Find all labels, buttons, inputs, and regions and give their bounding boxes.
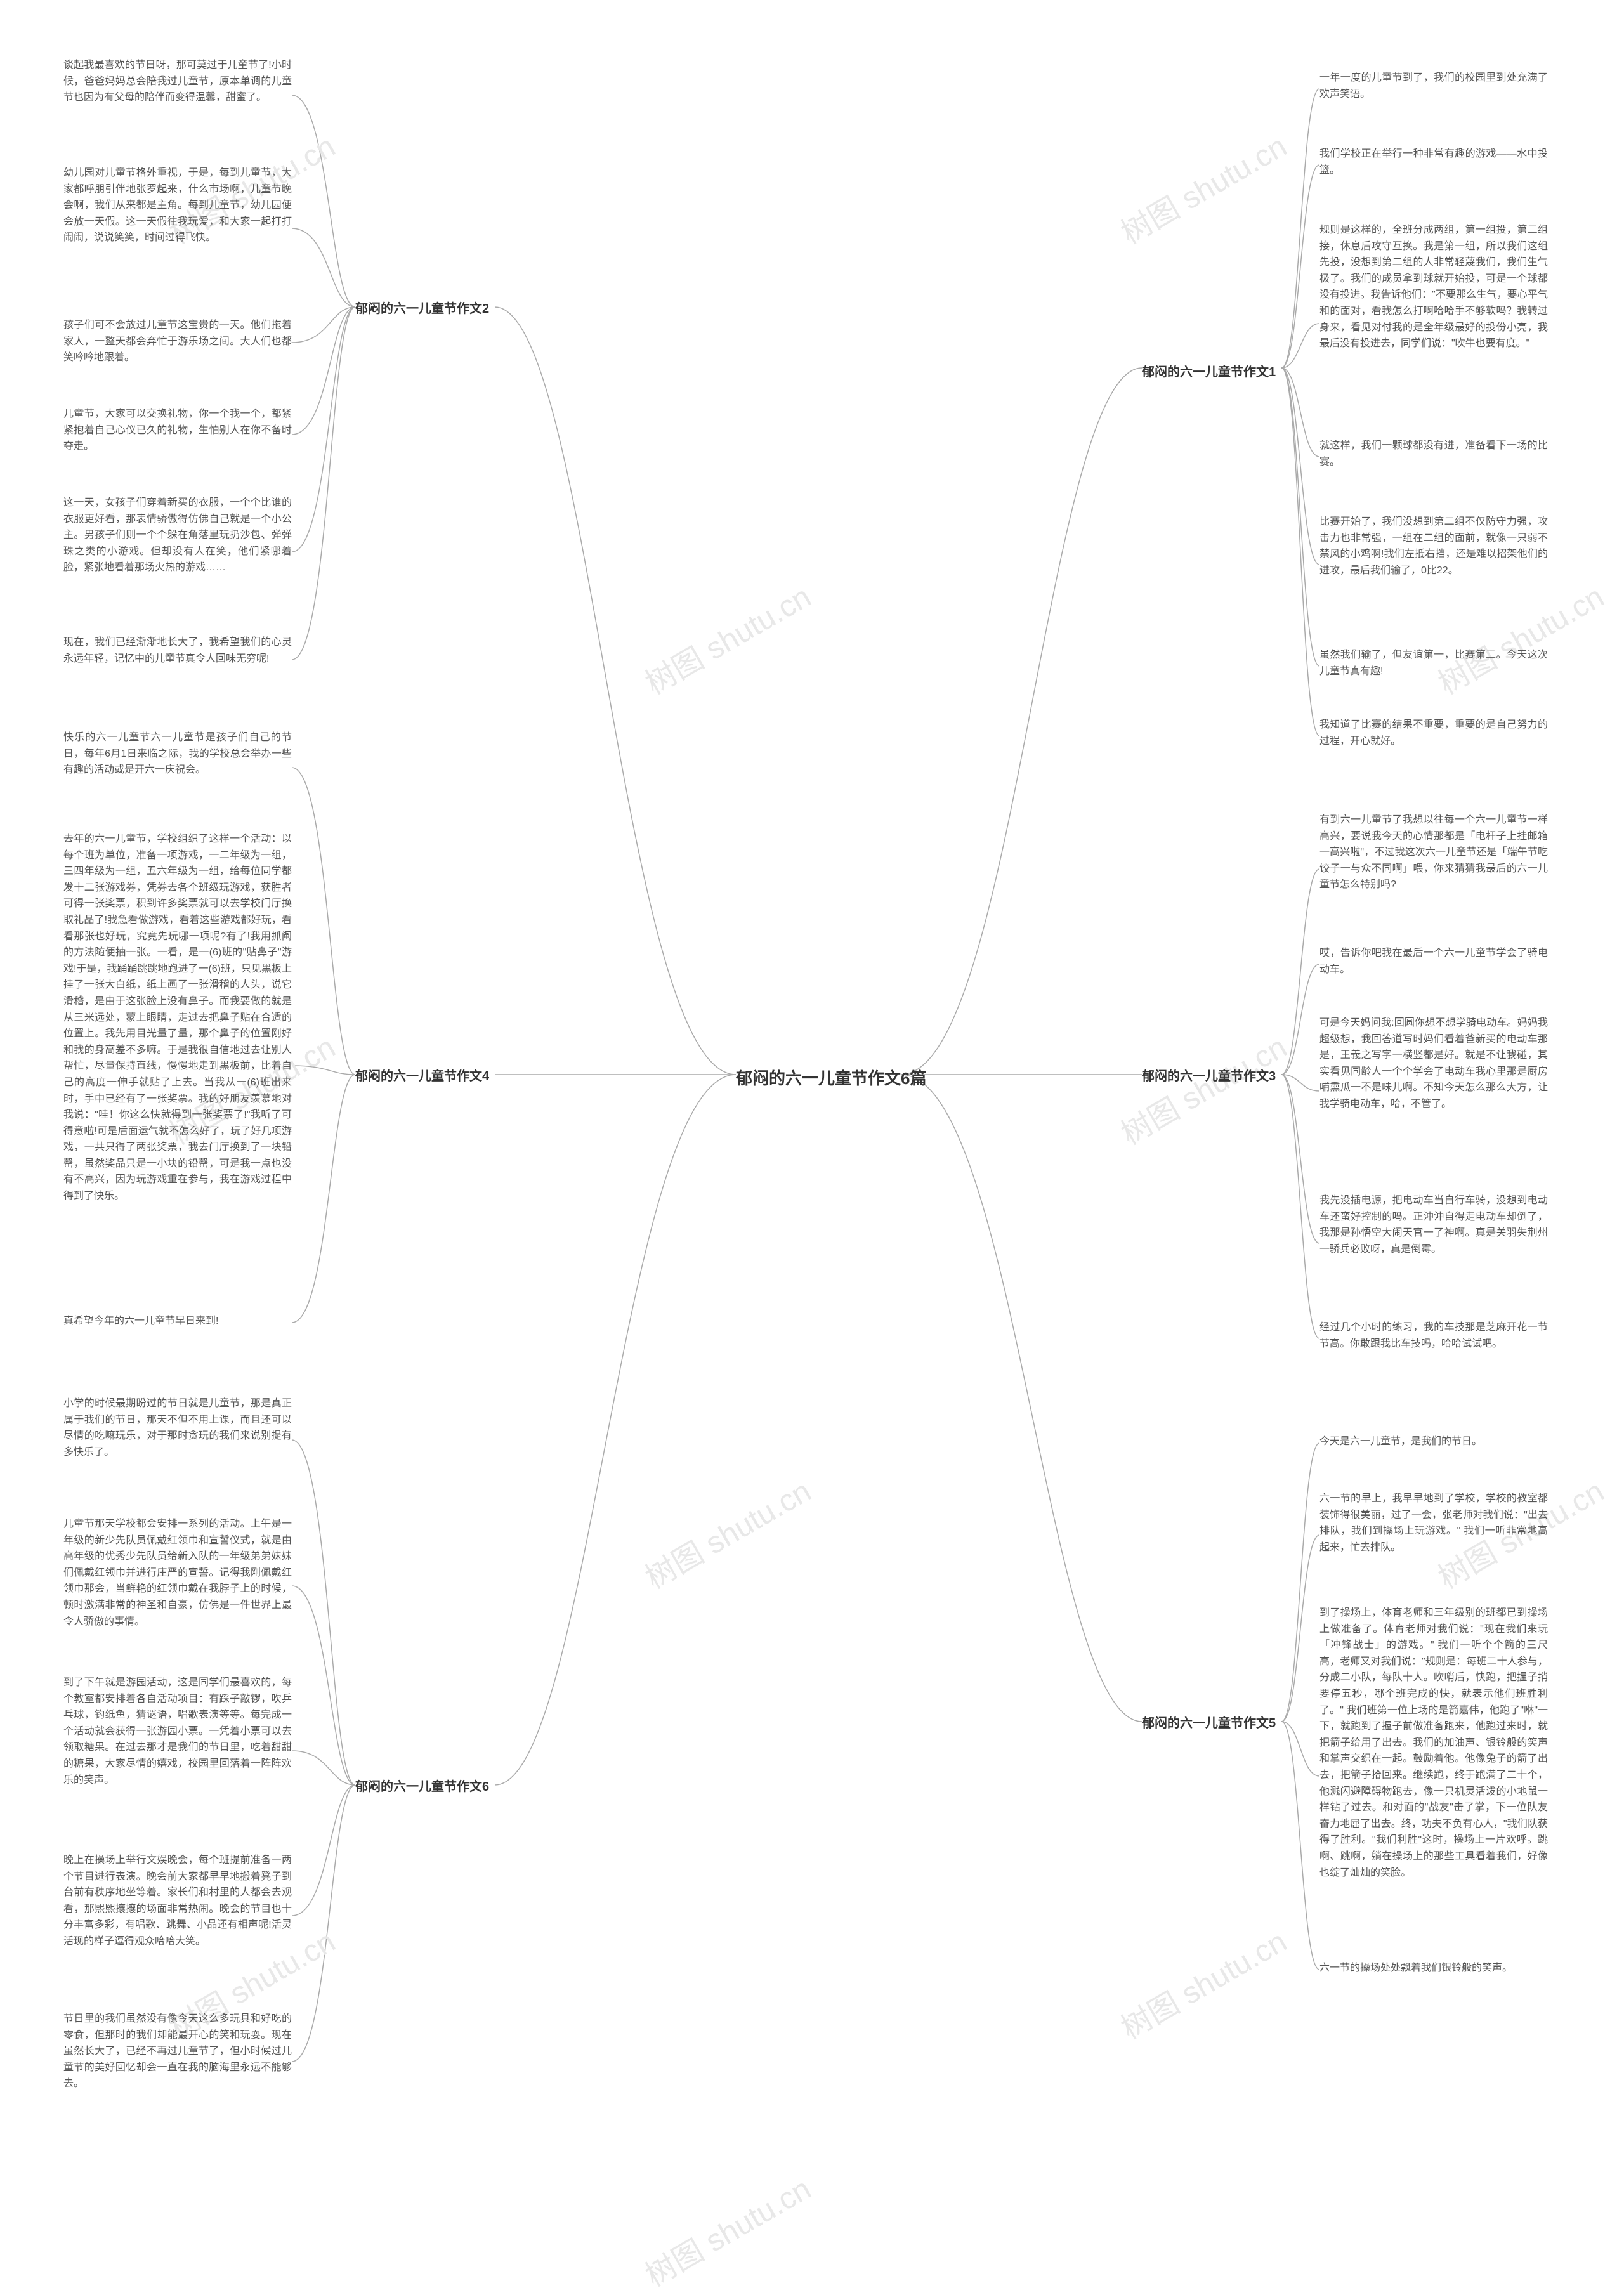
leaf-text: 六一节的操场处处飘着我们银铃般的笑声。 — [1320, 1960, 1548, 1977]
watermark: 树图 shutu.cn — [636, 2164, 818, 2295]
leaf-text: 儿童节那天学校都会安排一系列的活动。上午是一年级的新少先队员佩戴红领巾和宣誓仪式… — [63, 1516, 292, 1630]
leaf-text: 虽然我们输了，但友谊第一，比赛第二。今天这次儿童节真有趣! — [1320, 647, 1548, 679]
leaf-text: 到了下午就是游园活动，这是同学们最喜欢的，每个教室都安排着各自活动项目：有踩子敲… — [63, 1675, 292, 1788]
branch-label: 郁闷的六一儿童节作文3 — [1142, 1066, 1276, 1084]
leaf-text: 规则是这样的，全班分成两组，第一组投，第二组接，休息后攻守互换。我是第一组，所以… — [1320, 222, 1548, 352]
branch-label: 郁闷的六一儿童节作文5 — [1142, 1713, 1276, 1731]
leaf-text: 谈起我最喜欢的节日呀，那可莫过于儿童节了!小时候，爸爸妈妈总会陪我过儿童节，原本… — [63, 57, 292, 106]
leaf-text: 这一天，女孩子们穿着新买的衣服，一个个比谁的衣服更好看，那表情骄傲得仿佛自己就是… — [63, 495, 292, 576]
leaf-text: 六一节的早上，我早早地到了学校，学校的教室都装饰得很美丽，过了一会，张老师对我们… — [1320, 1491, 1548, 1555]
leaf-text: 晚上在操场上举行文娱晚会，每个班提前准备一两个节目进行表演。晚会前大家都早早地搬… — [63, 1852, 292, 1950]
branch-label: 郁闷的六一儿童节作文4 — [355, 1066, 489, 1084]
center-node: 郁闷的六一儿童节作文6篇 — [736, 1066, 926, 1089]
watermark: 树图 shutu.cn — [1111, 1917, 1293, 2048]
branch-label: 郁闷的六一儿童节作文6 — [355, 1776, 489, 1795]
leaf-text: 有到六一儿童节了我想以往每一个六一儿童节一样高兴，要说我今天的心情那都是「电杆子… — [1320, 812, 1548, 893]
leaf-text: 去年的六一儿童节，学校组织了这样一个活动：以每个班为单位，准备一项游戏，一二年级… — [63, 831, 292, 1205]
watermark: 树图 shutu.cn — [1429, 572, 1611, 703]
leaf-text: 我们学校正在举行一种非常有趣的游戏——水中投篮。 — [1320, 146, 1548, 178]
leaf-text: 我知道了比赛的结果不重要，重要的是自己努力的过程，开心就好。 — [1320, 717, 1548, 749]
leaf-text: 幼儿园对儿童节格外重视，于是，每到儿童节，大家都呼朋引伴地张罗起来，什么市场啊，… — [63, 165, 292, 246]
leaf-text: 儿童节，大家可以交换礼物，你一个我一个，都紧紧抱着自己心仪已久的礼物，生怕别人在… — [63, 406, 292, 455]
leaf-text: 经过几个小时的练习，我的车技那是芝麻开花一节节高。你敢跟我比车技吗，哈哈试试吧。 — [1320, 1319, 1548, 1352]
watermark: 树图 shutu.cn — [1111, 122, 1293, 252]
branch-label: 郁闷的六一儿童节作文2 — [355, 298, 489, 317]
watermark: 树图 shutu.cn — [1111, 1023, 1293, 1153]
leaf-text: 今天是六一儿童节，是我们的节日。 — [1320, 1434, 1548, 1450]
leaf-text: 我先没插电源，把电动车当自行车骑，没想到电动车还蛮好控制的吗。正沖沖自得走电动车… — [1320, 1193, 1548, 1257]
leaf-text: 哎，告诉你吧我在最后一个六一儿童节学会了骑电动车。 — [1320, 945, 1548, 978]
leaf-text: 真希望今年的六一儿童节早日来到! — [63, 1313, 292, 1330]
leaf-text: 现在，我们已经渐渐地长大了，我希望我们的心灵永远年轻，记忆中的儿童节真令人回味无… — [63, 634, 292, 667]
leaf-text: 快乐的六一儿童节六一儿童节是孩子们自己的节日，每年6月1日来临之际，我的学校总会… — [63, 729, 292, 778]
leaf-text: 可是今天妈问我:回圆你想不想学骑电动车。妈妈我超级想，我回答道写时妈们看着爸新买… — [1320, 1015, 1548, 1113]
leaf-text: 孩子们可不会放过儿童节这宝贵的一天。他们拖着家人，一整天都会弃忙于游乐场之间。大… — [63, 317, 292, 366]
leaf-text: 到了操场上，体育老师和三年级别的班都已到操场上做准备了。体育老师对我们说："现在… — [1320, 1605, 1548, 1881]
leaf-text: 比赛开始了，我们没想到第二组不仅防守力强，攻击力也非常强，一组在二组的面前，就像… — [1320, 514, 1548, 579]
watermark: 树图 shutu.cn — [636, 572, 818, 703]
leaf-text: 小学的时候最期盼过的节日就是儿童节，那是真正属于我们的节日，那天不但不用上课，而… — [63, 1396, 292, 1460]
branch-label: 郁闷的六一儿童节作文1 — [1142, 362, 1276, 380]
leaf-text: 一年一度的儿童节到了，我们的校园里到处充满了欢声笑语。 — [1320, 70, 1548, 102]
watermark: 树图 shutu.cn — [636, 1467, 818, 1597]
leaf-text: 就这样，我们一颗球都没有进，准备看下一场的比赛。 — [1320, 438, 1548, 470]
leaf-text: 节日里的我们虽然没有像今天这么多玩具和好吃的零食，但那时的我们却能最开心的笑和玩… — [63, 2011, 292, 2092]
